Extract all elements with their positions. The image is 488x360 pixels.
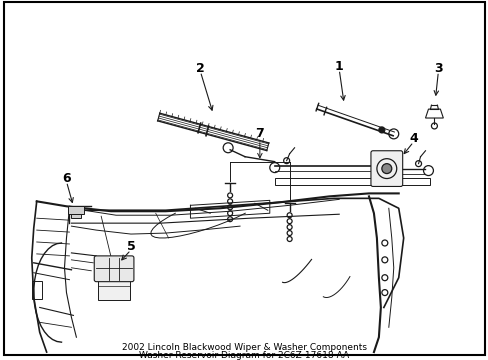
Text: 3: 3 xyxy=(433,62,442,75)
FancyBboxPatch shape xyxy=(94,256,134,282)
Text: 7: 7 xyxy=(255,127,264,140)
Circle shape xyxy=(378,127,384,133)
Text: 2002 Lincoln Blackwood Wiper & Washer Components: 2002 Lincoln Blackwood Wiper & Washer Co… xyxy=(121,343,366,352)
Bar xyxy=(68,206,84,214)
Text: 5: 5 xyxy=(126,240,135,253)
FancyBboxPatch shape xyxy=(370,151,402,186)
Text: 2: 2 xyxy=(196,62,204,75)
Bar xyxy=(71,214,81,218)
Bar xyxy=(98,280,130,300)
Text: 6: 6 xyxy=(62,172,71,185)
Text: Washer Reservoir Diagram for 2C6Z-17618-AA: Washer Reservoir Diagram for 2C6Z-17618-… xyxy=(139,351,348,360)
Circle shape xyxy=(381,164,391,174)
Text: 4: 4 xyxy=(408,132,417,145)
Bar xyxy=(32,281,41,298)
Text: 1: 1 xyxy=(334,60,343,73)
